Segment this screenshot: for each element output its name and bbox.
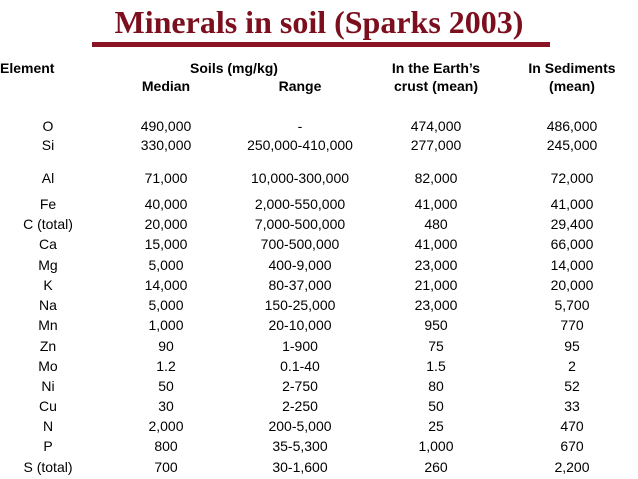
median-cell: 1.2 [156, 358, 176, 374]
header-crust-line2: crust (mean) [393, 78, 479, 94]
median-cell: 800 [154, 438, 178, 454]
crust-mean-cell: 474,000 [410, 118, 462, 134]
element-cell: N [42, 418, 54, 434]
element-cell: Mg [38, 257, 58, 273]
header-element: Element [0, 60, 55, 76]
crust-mean-cell: 25 [428, 418, 444, 434]
range-cell: 150-25,000 [264, 297, 336, 313]
element-cell: O [42, 118, 54, 134]
crust-mean-cell: 950 [424, 317, 448, 333]
median-cell: 2,000 [148, 418, 184, 434]
sediments-mean-cell: 20,000 [550, 277, 594, 293]
range-cell: 80-37,000 [268, 277, 332, 293]
element-cell: Ca [39, 236, 57, 252]
header-crust-line1: In the Earth’s [391, 60, 481, 76]
median-cell: 90 [158, 338, 174, 354]
element-cell: Ni [41, 378, 55, 394]
crust-mean-cell: 41,000 [414, 236, 458, 252]
crust-mean-cell: 21,000 [414, 277, 458, 293]
sediments-mean-cell: 14,000 [550, 257, 594, 273]
range-cell: 10,000-300,000 [250, 170, 350, 186]
sediments-mean-cell: 33 [564, 398, 580, 414]
crust-mean-cell: 277,000 [410, 137, 462, 153]
element-cell: P [43, 438, 53, 454]
sediments-mean-cell: 470 [560, 418, 584, 434]
median-cell: 71,000 [144, 170, 188, 186]
median-cell: 20,000 [144, 216, 188, 232]
crust-mean-cell: 1.5 [426, 358, 446, 374]
range-cell: 200-5,000 [268, 418, 332, 434]
median-cell: 5,000 [148, 297, 184, 313]
sediments-mean-cell: 5,700 [554, 297, 590, 313]
crust-mean-cell: 23,000 [414, 257, 458, 273]
median-cell: 330,000 [140, 137, 192, 153]
crust-mean-cell: 480 [424, 216, 448, 232]
element-cell: Zn [39, 338, 57, 354]
sediments-mean-cell: 245,000 [546, 137, 598, 153]
sediments-mean-cell: 95 [564, 338, 580, 354]
range-cell: 2,000-550,000 [254, 196, 346, 212]
element-cell: C (total) [23, 216, 73, 232]
range-cell: 2-250 [282, 398, 318, 414]
range-cell: 35-5,300 [272, 438, 328, 454]
crust-mean-cell: 82,000 [414, 170, 458, 186]
crust-mean-cell: 1,000 [418, 438, 454, 454]
sediments-mean-cell: 670 [560, 438, 584, 454]
element-cell: Na [39, 297, 57, 313]
range-cell: 1-900 [282, 338, 318, 354]
range-cell: 250,000-410,000 [247, 137, 353, 153]
sediments-mean-cell: 486,000 [546, 118, 598, 134]
crust-mean-cell: 50 [428, 398, 444, 414]
range-cell: - [297, 118, 303, 134]
range-cell: 30-1,600 [272, 459, 328, 475]
crust-mean-cell: 75 [428, 338, 444, 354]
sediments-mean-cell: 66,000 [550, 236, 594, 252]
sediments-mean-cell: 2,200 [554, 459, 590, 475]
median-cell: 14,000 [144, 277, 188, 293]
median-cell: 30 [158, 398, 174, 414]
sediments-mean-cell: 29,400 [550, 216, 594, 232]
median-cell: 50 [158, 378, 174, 394]
element-cell: Al [41, 170, 55, 186]
sediments-mean-cell: 52 [564, 378, 580, 394]
element-cell: S (total) [23, 459, 73, 475]
range-cell: 7,000-500,000 [254, 216, 346, 232]
header-range: Range [278, 78, 322, 94]
sediments-mean-cell: 770 [560, 317, 584, 333]
median-cell: 700 [154, 459, 178, 475]
range-cell: 20-10,000 [268, 317, 332, 333]
sediments-mean-cell: 41,000 [550, 196, 594, 212]
range-cell: 400-9,000 [268, 257, 332, 273]
crust-mean-cell: 41,000 [414, 196, 458, 212]
header-sediments-line1: In Sediments [528, 60, 616, 76]
element-cell: Si [41, 137, 55, 153]
crust-mean-cell: 80 [428, 378, 444, 394]
element-cell: Fe [39, 196, 57, 212]
header-sediments-line2: (mean) [549, 78, 595, 94]
sediments-mean-cell: 72,000 [550, 170, 594, 186]
crust-mean-cell: 260 [424, 459, 448, 475]
median-cell: 40,000 [144, 196, 188, 212]
median-cell: 5,000 [148, 257, 184, 273]
sediments-mean-cell: 2 [568, 358, 576, 374]
header-median: Median [141, 78, 191, 94]
median-cell: 1,000 [148, 317, 184, 333]
element-cell: Mn [38, 317, 58, 333]
median-cell: 15,000 [144, 236, 188, 252]
median-cell: 490,000 [140, 118, 192, 134]
header-soils: Soils (mg/kg) [190, 60, 278, 76]
element-cell: Cu [39, 398, 57, 414]
element-cell: K [43, 277, 53, 293]
range-cell: 2-750 [282, 378, 318, 394]
range-cell: 700-500,000 [260, 236, 340, 252]
crust-mean-cell: 23,000 [414, 297, 458, 313]
range-cell: 0.1-40 [280, 358, 320, 374]
element-cell: Mo [38, 358, 58, 374]
page-title: Minerals in soil (Sparks 2003) [114, 4, 524, 40]
title-underline [92, 42, 550, 47]
